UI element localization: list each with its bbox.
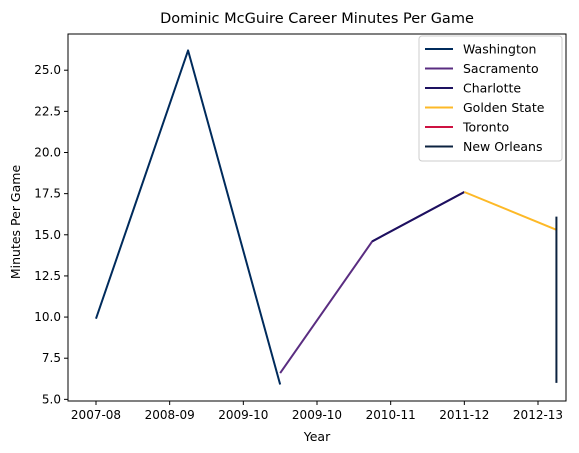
x-tick-label: 2008-09 — [145, 408, 195, 422]
legend-label: New Orleans — [463, 139, 542, 154]
y-tick-label: 15.0 — [34, 228, 61, 242]
legend-box — [418, 35, 563, 162]
series-line-golden-state — [463, 191, 557, 231]
y-tick-label: 25.0 — [34, 63, 61, 77]
legend-label: Charlotte — [463, 81, 521, 96]
x-tick-label: 2012-13 — [513, 408, 563, 422]
y-tick-label: 7.5 — [42, 351, 61, 365]
legend-label: Washington — [463, 42, 536, 57]
chart-title: Dominic McGuire Career Minutes Per Game — [160, 11, 474, 27]
y-tick-label: 17.5 — [34, 187, 61, 201]
x-axis-label: Year — [303, 429, 331, 444]
legend-label: Toronto — [462, 120, 509, 135]
plot-lines — [95, 49, 558, 385]
plot-frame — [67, 33, 567, 402]
x-axis-ticks: 2007-08 2008-09 2009-10 2009-10 2010-11 2011-… — [71, 401, 563, 422]
y-axis-ticks: 5.0 7.5 10.0 12.5 15.0 17.5 20.0 22.5 25.0 — [34, 63, 68, 406]
y-tick-label: 20.0 — [34, 145, 61, 159]
legend-label: Sacramento — [463, 61, 539, 76]
y-axis-label: Minutes Per Game — [8, 165, 23, 280]
x-tick-label: 2007-08 — [71, 408, 121, 422]
y-tick-label: 12.5 — [34, 269, 61, 283]
y-tick-label: 5.0 — [42, 392, 61, 406]
x-tick-label: 2010-11 — [366, 408, 416, 422]
x-tick-label: 2009-10 — [218, 408, 268, 422]
series-line-washington — [95, 49, 282, 385]
y-tick-label: 10.0 — [34, 310, 61, 324]
x-tick-label: 2009-10 — [292, 408, 342, 422]
legend: Washington Sacramento Charlotte Golden Stat… — [418, 35, 563, 162]
y-tick-label: 22.5 — [34, 104, 61, 118]
legend-label: Golden State — [463, 100, 545, 115]
x-tick-label: 2011-12 — [439, 408, 489, 422]
series-line-charlotte — [371, 191, 465, 243]
